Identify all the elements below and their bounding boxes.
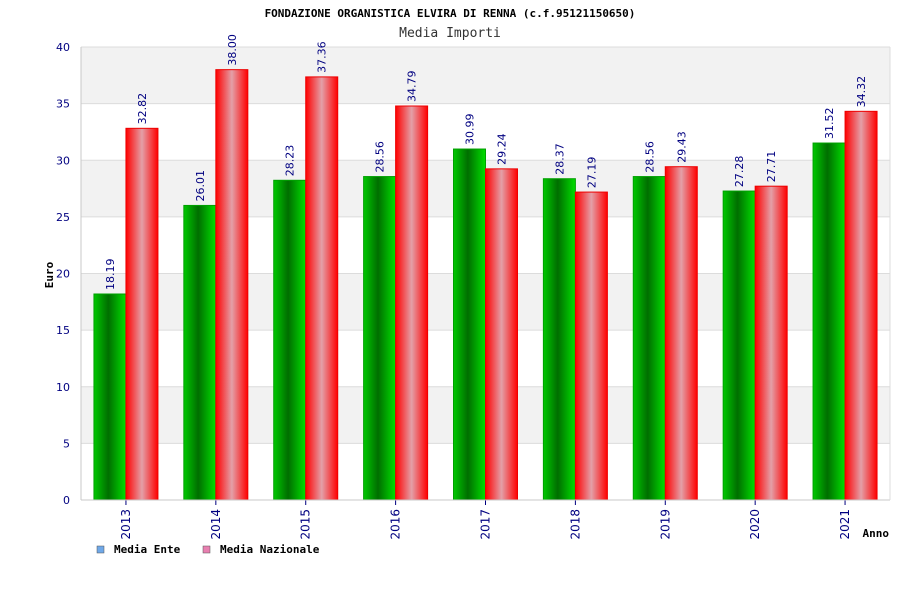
chart-subtitle: Media Importi xyxy=(399,26,501,41)
bar-media-nazionale-2015 xyxy=(305,76,339,501)
value-label: 37.36 xyxy=(316,41,329,73)
x-tick-label: 2019 xyxy=(658,509,672,540)
bar-media-ente-2018 xyxy=(542,178,576,501)
y-tick-label: 40 xyxy=(56,41,70,54)
value-label: 28.37 xyxy=(553,143,566,175)
legend-label: Media Ente xyxy=(114,543,181,556)
bar-media-nazionale-2018 xyxy=(574,191,608,501)
bar-media-ente-2013 xyxy=(93,293,127,501)
x-tick-label: 2013 xyxy=(119,509,133,540)
bar-media-nazionale-2013 xyxy=(125,127,159,501)
plot-band xyxy=(81,47,890,104)
value-labels: 18.19 32.82 26.01 38.00 28.23 37.36 28.56 34.79… xyxy=(104,34,868,290)
y-tick-label: 10 xyxy=(56,381,70,394)
bar-media-ente-2019 xyxy=(632,176,666,501)
value-label: 28.56 xyxy=(374,141,387,173)
value-label: 18.19 xyxy=(104,258,117,290)
bar-media-nazionale-2020 xyxy=(754,185,788,501)
bars xyxy=(93,69,878,501)
x-axis-ticks: 2013 2014 2015 2016 2017 2018 2019 2020 2021 xyxy=(119,500,852,540)
x-tick-label: 2020 xyxy=(748,509,762,540)
value-label: 32.82 xyxy=(136,93,149,125)
y-tick-label: 30 xyxy=(56,154,70,167)
x-axis-label: Anno xyxy=(863,527,890,540)
y-tick-label: 25 xyxy=(56,211,70,224)
value-label: 28.56 xyxy=(643,141,656,173)
value-label: 29.43 xyxy=(675,131,688,163)
y-tick-label: 5 xyxy=(63,437,70,450)
y-axis-ticks: 0 5 10 15 20 25 30 35 40 xyxy=(56,41,70,507)
x-tick-label: 2016 xyxy=(389,509,403,540)
x-tick-label: 2021 xyxy=(838,509,852,540)
y-tick-label: 0 xyxy=(63,494,70,507)
value-label: 38.00 xyxy=(226,34,239,65)
y-axis-label: Euro xyxy=(43,261,56,288)
y-tick-label: 35 xyxy=(56,98,70,111)
axes xyxy=(80,47,891,501)
bar-media-ente-2016 xyxy=(363,176,397,501)
bar-media-nazionale-2014 xyxy=(215,69,249,501)
legend-swatch xyxy=(96,545,105,554)
bar-media-nazionale-2016 xyxy=(395,105,429,501)
value-label: 26.01 xyxy=(194,170,207,202)
bar-media-ente-2015 xyxy=(273,179,307,501)
value-label: 27.19 xyxy=(585,157,598,189)
bar-media-nazionale-2021 xyxy=(844,110,878,501)
value-label: 34.79 xyxy=(406,71,419,103)
x-tick-label: 2018 xyxy=(568,509,582,540)
value-label: 28.23 xyxy=(284,145,297,177)
chart-title: FONDAZIONE ORGANISTICA ELVIRA DI RENNA (… xyxy=(265,7,636,20)
legend: Media Ente Media Nazionale xyxy=(96,543,320,556)
x-tick-label: 2014 xyxy=(209,509,223,540)
legend-label: Media Nazionale xyxy=(220,543,320,556)
value-label: 34.32 xyxy=(855,76,868,108)
x-tick-label: 2015 xyxy=(299,509,313,540)
bar-media-ente-2020 xyxy=(722,190,756,501)
bar-media-nazionale-2019 xyxy=(664,166,698,501)
value-label: 29.24 xyxy=(496,133,509,165)
value-label: 30.99 xyxy=(464,114,477,146)
bar-media-ente-2017 xyxy=(453,148,486,501)
value-label: 27.28 xyxy=(733,156,746,188)
legend-swatch xyxy=(202,545,211,554)
value-label: 31.52 xyxy=(823,108,836,140)
y-tick-label: 15 xyxy=(56,324,70,337)
y-tick-label: 20 xyxy=(56,268,70,281)
bar-media-ente-2021 xyxy=(812,142,846,501)
bar-media-ente-2014 xyxy=(183,204,217,501)
x-tick-label: 2017 xyxy=(479,509,493,540)
bar-media-nazionale-2017 xyxy=(485,168,518,501)
value-label: 27.71 xyxy=(765,151,778,183)
